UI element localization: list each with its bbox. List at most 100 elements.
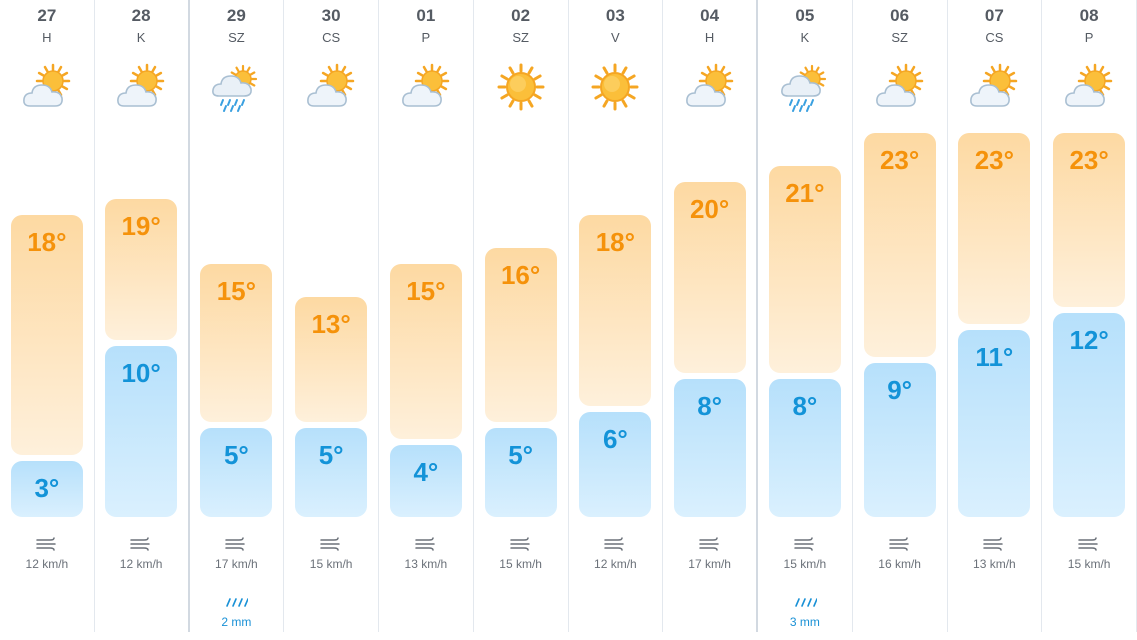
- max-temp-bar: 18°: [579, 215, 652, 406]
- partly-cloudy-icon: [399, 62, 453, 112]
- precipitation-icon: [793, 595, 818, 607]
- wind-icon: [130, 537, 152, 551]
- day-date: 05: [795, 6, 815, 25]
- day-weekday: V: [611, 30, 620, 45]
- min-temp-bar: 6°: [579, 411, 652, 517]
- day-weekday: SZ: [891, 30, 908, 45]
- wind-icon: [794, 537, 816, 551]
- wind-speed: 17 km/h: [688, 557, 731, 571]
- min-temp-bar: 12°: [1053, 313, 1126, 517]
- partly-cloudy-icon: [683, 62, 737, 112]
- day-weekday: CS: [322, 30, 341, 45]
- forecast-day[interactable]: 30 CS 13° 5° 15 km/h: [284, 0, 379, 632]
- forecast-day[interactable]: 07 CS 23° 11° 13 km/h: [948, 0, 1043, 632]
- min-temp: 3°: [34, 473, 60, 503]
- wind-speed: 15 km/h: [309, 557, 353, 571]
- min-temp: 5°: [223, 440, 249, 471]
- wind-icon: [509, 537, 532, 551]
- day-date: 04: [700, 6, 720, 25]
- day-date: 27: [37, 6, 57, 25]
- max-temp: 13°: [311, 309, 351, 339]
- forecast-day[interactable]: 04 H 20° 8° 17 km/h: [663, 0, 758, 632]
- forecast-day[interactable]: 05 K 21° 8°: [758, 0, 853, 632]
- partly-cloudy-icon: [20, 62, 74, 112]
- partly-cloudy-icon: [873, 62, 927, 112]
- min-temp: 10°: [121, 358, 161, 389]
- day-date: 28: [131, 6, 151, 25]
- wind-speed: 15 km/h: [1067, 557, 1111, 571]
- wind-icon: [1078, 537, 1100, 551]
- forecast-day[interactable]: 03 V 18° 6° 12 km/h: [569, 0, 664, 632]
- max-temp: 15°: [406, 276, 446, 307]
- min-temp: 4°: [413, 456, 439, 487]
- day-weekday: K: [136, 30, 146, 45]
- min-temp: 9°: [887, 374, 913, 405]
- max-temp-bar: 15°: [200, 264, 273, 423]
- wind-icon: [320, 537, 342, 551]
- day-date: 06: [890, 6, 910, 25]
- day-date: 02: [511, 6, 531, 25]
- max-temp-bar: 16°: [484, 247, 557, 423]
- day-weekday: CS: [985, 30, 1004, 45]
- wind-icon: [698, 537, 721, 551]
- min-temp: 5°: [318, 440, 344, 471]
- max-temp: 18°: [27, 227, 67, 257]
- precipitation-amount: 3 mm: [789, 615, 820, 629]
- max-temp: 20°: [689, 194, 730, 225]
- day-date: 03: [605, 6, 625, 25]
- day-weekday: P: [1084, 30, 1094, 45]
- forecast-day[interactable]: 28 K 19° 10° 12 km/h: [95, 0, 190, 632]
- max-temp-bar: 23°: [958, 133, 1031, 324]
- wind-icon: [604, 537, 626, 551]
- max-temp-bar: 23°: [863, 133, 936, 357]
- max-temp: 23°: [974, 145, 1015, 175]
- rain-icon: [209, 62, 263, 112]
- min-temp: 8°: [792, 391, 818, 421]
- min-temp: 8°: [697, 391, 723, 421]
- wind-speed: 12 km/h: [25, 557, 69, 571]
- min-temp: 11°: [975, 341, 1014, 372]
- sun-icon: [588, 62, 642, 112]
- day-date: 29: [226, 6, 246, 25]
- wind-icon: [415, 537, 437, 551]
- max-temp: 16°: [500, 259, 541, 290]
- wind-icon: [888, 537, 911, 551]
- day-weekday: SZ: [228, 30, 245, 45]
- min-temp-bar: 3°: [10, 461, 83, 517]
- wind-speed: 16 km/h: [878, 557, 921, 571]
- day-date: 30: [321, 6, 341, 25]
- min-temp-bar: 5°: [200, 428, 273, 517]
- min-temp-bar: 10°: [105, 346, 178, 517]
- partly-cloudy-icon: [304, 62, 358, 112]
- max-temp-bar: 13°: [295, 297, 368, 423]
- min-temp-bar: 9°: [863, 362, 936, 517]
- forecast-day[interactable]: 01 P 15° 4° 13 km/h: [379, 0, 474, 632]
- forecast-day[interactable]: 27 H 18° 3° 12 km/h: [0, 0, 95, 632]
- partly-cloudy-icon: [967, 62, 1021, 112]
- day-date: 07: [984, 6, 1004, 25]
- day-weekday: K: [800, 30, 810, 45]
- forecast-day[interactable]: 06 SZ 23° 9° 16 km/h: [853, 0, 948, 632]
- wind-icon: [36, 537, 58, 551]
- max-temp-bar: 19°: [105, 198, 178, 341]
- forecast-day[interactable]: 02 SZ 16° 5° 15 km/h: [474, 0, 569, 632]
- max-temp: 21°: [785, 177, 825, 208]
- forecast-day[interactable]: 29 SZ 15° 5°: [190, 0, 285, 632]
- min-temp-bar: 8°: [768, 379, 841, 517]
- max-temp-bar: 21°: [768, 165, 841, 373]
- day-weekday: H: [704, 30, 715, 45]
- max-temp: 15°: [216, 276, 257, 307]
- min-temp: 12°: [1069, 325, 1109, 356]
- wind-speed: 15 km/h: [499, 557, 542, 571]
- wind-speed: 13 km/h: [404, 557, 448, 571]
- day-weekday: H: [42, 30, 52, 45]
- wind-icon: [225, 537, 247, 551]
- day-weekday: P: [421, 30, 431, 45]
- max-temp: 23°: [879, 145, 920, 175]
- wind-speed: 12 km/h: [119, 557, 163, 571]
- min-temp-bar: 11°: [958, 329, 1031, 517]
- min-temp-bar: 5°: [484, 428, 557, 517]
- max-temp: 19°: [121, 210, 161, 241]
- forecast-day[interactable]: 08 P 23° 12° 15 km/h: [1042, 0, 1137, 632]
